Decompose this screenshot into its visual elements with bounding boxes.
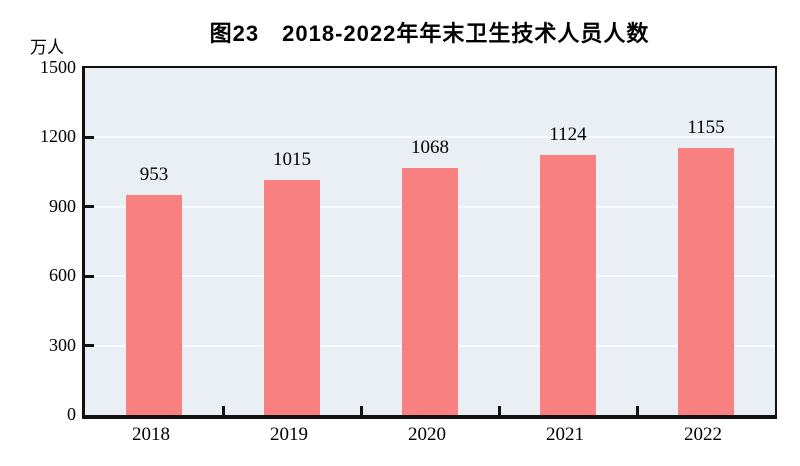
y-axis-tick-label: 900 [49, 195, 76, 216]
gridline [85, 136, 775, 139]
bar [126, 194, 182, 415]
x-axis-tick [497, 406, 501, 415]
x-axis-category-label: 2021 [546, 424, 584, 445]
y-axis-tick-label: 300 [49, 334, 76, 355]
bar [264, 180, 320, 415]
y-axis-unit-label: 万人 [30, 38, 64, 57]
y-axis-tick [85, 205, 94, 209]
x-axis-category-label: 2018 [132, 424, 170, 445]
chart-title: 图23 2018-2022年年末卫生技术人员人数 [209, 21, 650, 46]
x-axis-tick [221, 406, 225, 415]
bar-value-label: 1015 [273, 149, 311, 171]
bar [678, 147, 734, 415]
y-axis-tick-label: 1500 [40, 57, 76, 77]
x-axis-category-label: 2020 [408, 424, 446, 445]
y-axis-tick-label: 1200 [40, 126, 76, 147]
x-axis-tick [635, 406, 639, 415]
y-axis-tick [85, 135, 94, 139]
plot-area: 953 1015 1068 1124 1155 [82, 66, 777, 419]
x-axis-category-label: 2019 [270, 424, 308, 445]
bar [402, 167, 458, 415]
x-axis-category-label: 2022 [684, 424, 722, 445]
y-axis-tick-label: 0 [67, 404, 76, 424]
x-axis-tick [359, 406, 363, 415]
y-axis-tick-label: 600 [49, 265, 76, 286]
bar-value-label: 1068 [411, 136, 449, 158]
bar-value-label: 953 [139, 163, 169, 185]
bar-value-label: 1124 [549, 123, 587, 145]
y-axis-tick [85, 274, 94, 278]
y-axis-tick [85, 344, 94, 348]
bar [540, 154, 596, 415]
bar-value-label: 1155 [687, 116, 725, 138]
